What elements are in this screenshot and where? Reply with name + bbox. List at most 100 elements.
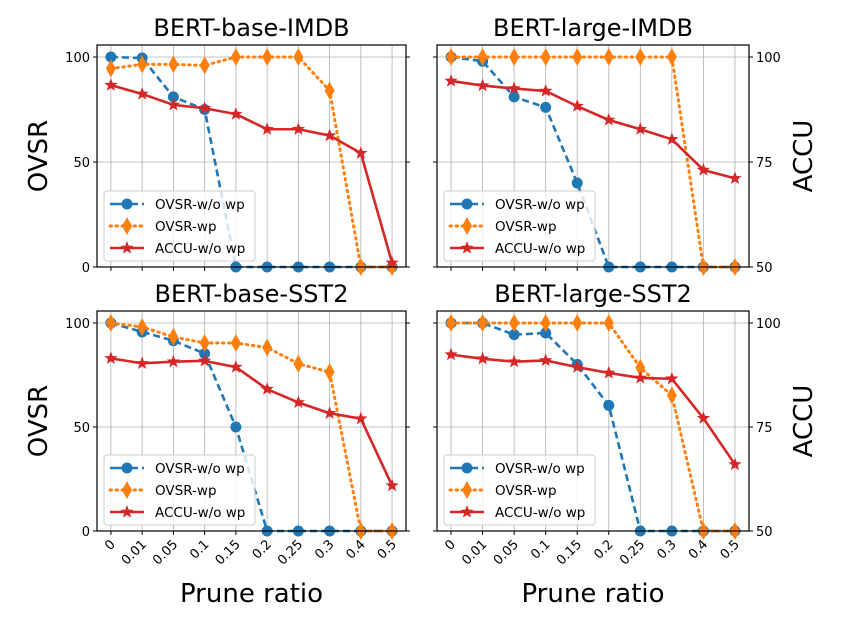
axes-frame xyxy=(96,44,407,268)
data-point xyxy=(135,86,149,100)
data-point xyxy=(603,314,614,332)
data-point xyxy=(167,91,179,103)
legend: OVSR-w/o wp OVSR-wp ACCU-w/o wp xyxy=(103,454,256,526)
axes-frame xyxy=(436,310,750,532)
legend-marker xyxy=(460,241,474,254)
data-point xyxy=(229,107,243,120)
legend-label: ACCU-w/o wp xyxy=(495,241,585,257)
x-tick-label: 0.4 xyxy=(343,537,368,562)
x-tick-label: 0.5 xyxy=(718,537,743,562)
data-point xyxy=(137,55,148,74)
y-tick-label-right: 100 xyxy=(756,51,781,66)
data-point xyxy=(507,354,521,368)
legend-label: OVSR-wp xyxy=(155,483,217,499)
data-point xyxy=(197,101,212,114)
y-tick-label-left: 0 xyxy=(82,261,90,276)
data-point xyxy=(354,411,368,425)
x-tick-label: 0.1 xyxy=(187,537,212,562)
series-line xyxy=(109,55,394,269)
series-ovsr-wp xyxy=(105,314,398,540)
data-point xyxy=(666,386,677,405)
data-point xyxy=(602,113,616,126)
panel-title: BERT-base-SST2 xyxy=(155,280,349,308)
data-point xyxy=(633,370,647,384)
series-line xyxy=(109,321,394,533)
x-axis-label: Prune ratio xyxy=(180,579,323,609)
series-line xyxy=(450,353,737,466)
axes-frame xyxy=(436,44,750,268)
legend-label: ACCU-w/o wp xyxy=(495,505,585,521)
data-point xyxy=(199,348,211,360)
data-point xyxy=(260,382,274,395)
data-point xyxy=(230,48,241,66)
x-tick-label: 0.05 xyxy=(150,537,181,568)
data-point xyxy=(572,314,583,332)
y-axis-label-right: ACCU xyxy=(789,385,819,458)
data-point xyxy=(635,48,646,66)
legend: OVSR-w/o wp OVSR-wp ACCU-w/o wp xyxy=(103,190,256,262)
data-point xyxy=(322,406,337,419)
legend-marker xyxy=(121,462,133,474)
x-tick-label: 0.2 xyxy=(591,537,616,562)
x-tick-label: 0.3 xyxy=(312,537,337,562)
y-axis-label-right: ACCU xyxy=(789,120,819,193)
data-point xyxy=(385,478,399,492)
series-line xyxy=(110,83,394,264)
data-point xyxy=(540,101,552,113)
series-accu-w-o-wp xyxy=(104,351,399,492)
series-accu-w-o-wp xyxy=(104,78,399,269)
legend-label: OVSR-w/o wp xyxy=(155,461,245,477)
x-tick-label: 0.4 xyxy=(686,537,711,562)
x-tick-label: 0.15 xyxy=(554,537,585,568)
data-point xyxy=(571,177,583,189)
legend-box xyxy=(443,190,596,262)
legend-marker xyxy=(460,505,474,518)
legend-marker xyxy=(122,481,132,499)
data-point xyxy=(665,132,679,145)
y-tick-label-right: 100 xyxy=(756,317,781,332)
x-tick-label: 0.15 xyxy=(213,537,244,568)
data-point xyxy=(229,360,243,373)
legend-label: OVSR-wp xyxy=(495,219,557,235)
data-point xyxy=(104,351,118,365)
data-point xyxy=(540,48,551,66)
x-tick-label: 0.05 xyxy=(491,537,522,568)
panel-title: BERT-base-IMDB xyxy=(153,14,349,42)
legend-box xyxy=(103,190,256,262)
data-point xyxy=(539,84,553,97)
data-point xyxy=(135,356,149,370)
data-point xyxy=(696,411,711,424)
y-tick-label-right: 50 xyxy=(756,525,773,540)
data-point xyxy=(230,421,242,433)
series-accu-w-o-wp xyxy=(444,347,742,471)
data-point xyxy=(696,162,711,176)
legend-marker xyxy=(121,198,133,210)
data-point xyxy=(602,365,616,379)
data-point xyxy=(105,59,116,78)
y-tick-label-left: 50 xyxy=(73,156,90,171)
data-point xyxy=(509,314,520,332)
data-point xyxy=(293,48,304,66)
data-point xyxy=(137,317,148,336)
panel-title: BERT-large-IMDB xyxy=(493,14,693,42)
data-point xyxy=(477,48,488,66)
legend-label: OVSR-wp xyxy=(155,219,217,235)
data-point xyxy=(475,78,490,92)
series-line xyxy=(110,357,394,487)
data-point xyxy=(168,55,179,74)
data-point xyxy=(322,128,337,142)
x-tick-label: 0.2 xyxy=(250,537,275,562)
legend-label: OVSR-wp xyxy=(495,483,557,499)
series-accu-w-o-wp xyxy=(444,73,742,185)
legend-label: ACCU-w/o wp xyxy=(155,505,245,521)
legend-marker xyxy=(122,217,132,235)
x-tick-label: 0.01 xyxy=(119,537,150,568)
legend-box xyxy=(103,454,256,526)
series-line xyxy=(450,79,736,180)
data-point xyxy=(635,358,646,377)
legend-marker xyxy=(462,217,472,235)
data-point xyxy=(166,354,181,368)
